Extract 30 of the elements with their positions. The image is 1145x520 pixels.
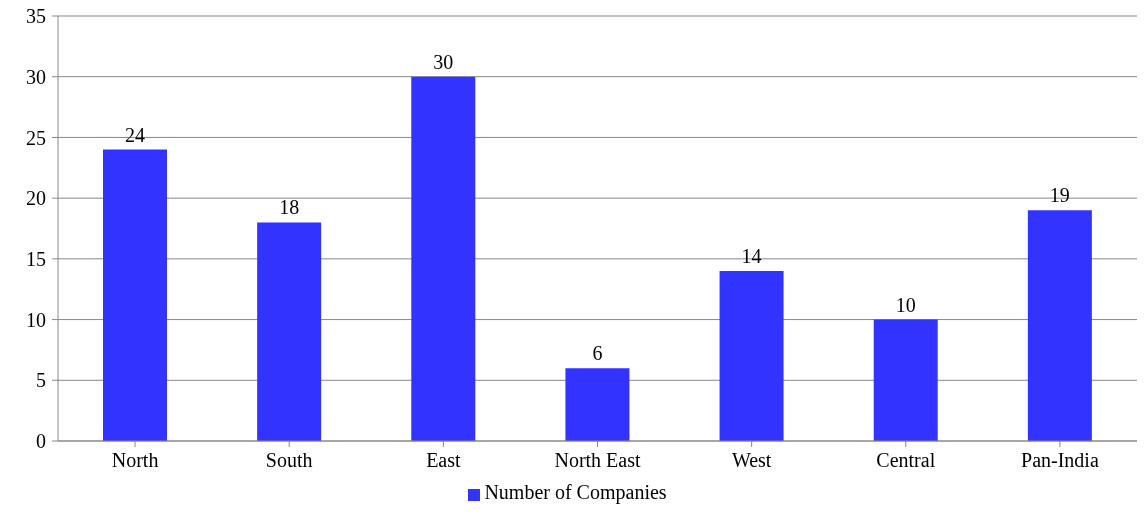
y-tick-label: 20	[26, 187, 46, 210]
x-tick-label: East	[426, 449, 462, 472]
y-tick-label: 5	[36, 369, 46, 392]
legend-label: Number of Companies	[484, 481, 667, 503]
data-label: 30	[433, 50, 454, 73]
data-label: 19	[1049, 184, 1070, 207]
data-label: 6	[592, 342, 603, 365]
y-tick-label: 25	[26, 126, 46, 149]
x-tick-label: North East	[554, 449, 641, 472]
y-tick-label: 10	[26, 308, 46, 331]
bar	[719, 271, 784, 441]
data-label: 18	[279, 196, 300, 219]
y-tick-label: 0	[36, 430, 46, 453]
x-tick-label: West	[731, 449, 772, 472]
bar	[1027, 210, 1092, 441]
x-tick-label: Central	[876, 449, 936, 472]
data-label: 10	[895, 293, 916, 316]
bar	[257, 222, 322, 441]
bar	[103, 149, 167, 441]
data-label: 24	[125, 123, 145, 146]
y-tick-label: 15	[26, 247, 46, 270]
data-label: 14	[741, 245, 762, 267]
y-tick-label: 35	[26, 5, 46, 28]
bar	[873, 319, 938, 441]
bar	[565, 368, 630, 441]
bar	[411, 76, 476, 441]
x-tick-label: Pan-India	[1021, 449, 1099, 472]
y-tick-label: 30	[26, 65, 46, 88]
x-tick-label: North	[111, 449, 159, 472]
x-tick-label: South	[265, 449, 313, 472]
